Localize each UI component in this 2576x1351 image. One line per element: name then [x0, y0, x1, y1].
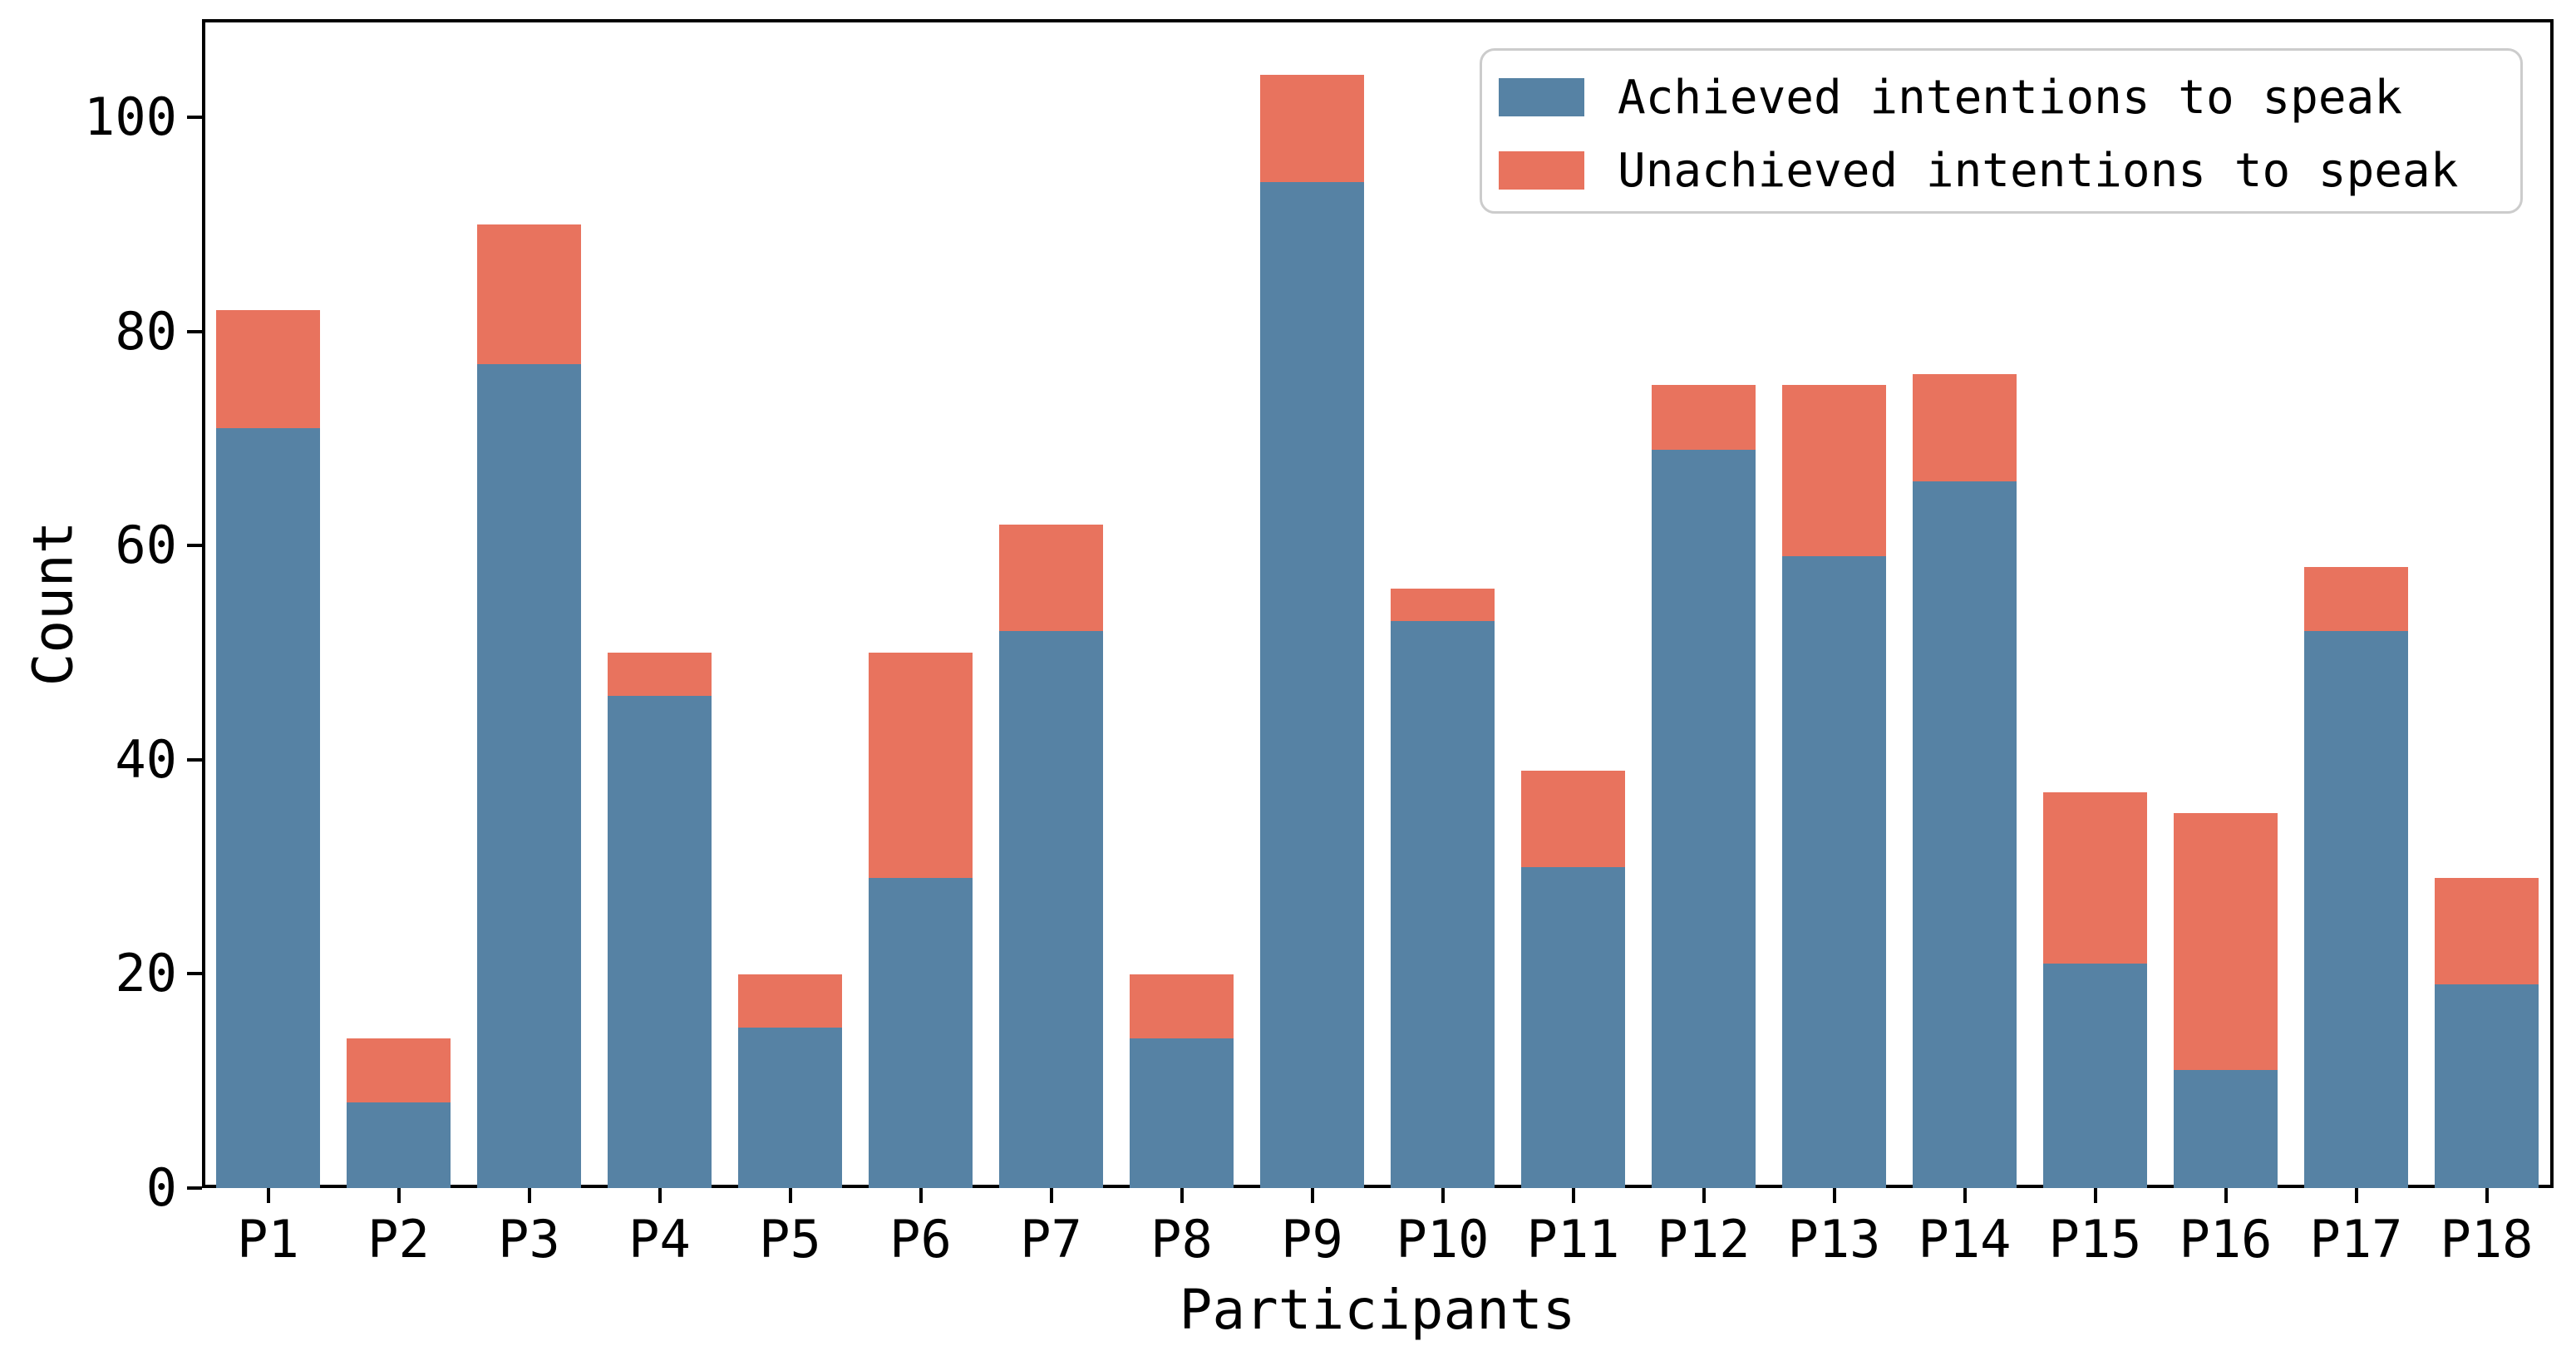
- x-tick-P7: [1049, 1188, 1053, 1203]
- bar-P8-unachieved: [1130, 974, 1234, 1038]
- legend-swatch-unachieved: [1499, 151, 1584, 190]
- bar-P18-achieved: [2435, 984, 2539, 1188]
- x-tick-P5: [788, 1188, 792, 1203]
- bar-P11-achieved: [1521, 866, 1625, 1188]
- y-tick-label-40: 40: [115, 728, 177, 790]
- bar-P8-achieved: [1130, 1038, 1234, 1188]
- bar-P1-unachieved: [216, 310, 320, 428]
- legend-swatch-achieved: [1499, 78, 1584, 116]
- legend-entry-unachieved: Unachieved intentions to speak: [1499, 143, 2458, 198]
- bar-P3-achieved: [477, 363, 581, 1188]
- x-tick-label-P9: P9: [1281, 1209, 1343, 1270]
- bar-P4-achieved: [608, 695, 712, 1188]
- bar-P16-achieved: [2174, 1070, 2278, 1188]
- y-tick-label-100: 100: [84, 86, 177, 148]
- bar-P15-achieved: [2043, 963, 2147, 1188]
- x-tick-P17: [2354, 1188, 2358, 1203]
- plot-area: [202, 19, 2554, 1188]
- bar-P10-unachieved: [1391, 588, 1495, 621]
- bar-P5-achieved: [738, 1027, 842, 1188]
- y-tick-80: [187, 329, 202, 333]
- x-tick-P15: [2093, 1188, 2097, 1203]
- bar-P18-unachieved: [2435, 877, 2539, 985]
- x-tick-label-P13: P13: [1787, 1209, 1881, 1270]
- bar-P5-unachieved: [738, 974, 842, 1028]
- x-tick-label-P7: P7: [1020, 1209, 1082, 1270]
- bar-P6-unachieved: [869, 653, 973, 878]
- x-tick-label-P18: P18: [2440, 1209, 2534, 1270]
- bar-P11-unachieved: [1521, 770, 1625, 867]
- x-axis-label: Participants: [1179, 1278, 1576, 1342]
- bar-P17-achieved: [2304, 631, 2408, 1188]
- bar-P6-achieved: [869, 877, 973, 1188]
- x-tick-label-P15: P15: [2048, 1209, 2142, 1270]
- x-tick-P10: [1441, 1188, 1445, 1203]
- x-tick-P1: [266, 1188, 270, 1203]
- bar-P13-achieved: [1782, 556, 1886, 1188]
- bar-P12-achieved: [1652, 449, 1756, 1188]
- x-tick-P2: [396, 1188, 401, 1203]
- x-tick-P8: [1180, 1188, 1184, 1203]
- bar-P7-unachieved: [999, 524, 1103, 632]
- y-tick-100: [187, 116, 202, 120]
- x-tick-P12: [1702, 1188, 1706, 1203]
- y-tick-60: [187, 544, 202, 548]
- x-tick-label-P6: P6: [889, 1209, 952, 1270]
- bar-P17-unachieved: [2304, 567, 2408, 632]
- bar-P13-unachieved: [1782, 385, 1886, 557]
- x-tick-label-P5: P5: [759, 1209, 821, 1270]
- y-tick-label-80: 80: [115, 300, 177, 362]
- x-tick-P4: [658, 1188, 662, 1203]
- y-tick-label-20: 20: [115, 943, 177, 1004]
- y-tick-0: [187, 1186, 202, 1190]
- y-tick-label-60: 60: [115, 515, 177, 576]
- x-tick-label-P16: P16: [2179, 1209, 2273, 1270]
- x-tick-label-P1: P1: [237, 1209, 299, 1270]
- bar-P7-achieved: [999, 631, 1103, 1188]
- y-tick-20: [187, 972, 202, 976]
- x-tick-P3: [527, 1188, 531, 1203]
- bar-P4-unachieved: [608, 653, 712, 696]
- y-tick-40: [187, 757, 202, 762]
- x-tick-label-P11: P11: [1526, 1209, 1620, 1270]
- x-tick-label-P4: P4: [628, 1209, 691, 1270]
- bar-P3-unachieved: [477, 224, 581, 364]
- x-tick-label-P17: P17: [2309, 1209, 2403, 1270]
- legend-entry-achieved: Achieved intentions to speak: [1499, 70, 2402, 125]
- bar-P2-achieved: [347, 1102, 451, 1188]
- bar-P14-achieved: [1913, 481, 2017, 1188]
- x-tick-P18: [2485, 1188, 2489, 1203]
- bar-P10-achieved: [1391, 620, 1495, 1188]
- bar-P1-achieved: [216, 427, 320, 1188]
- x-tick-label-P2: P2: [367, 1209, 430, 1270]
- bar-P15-unachieved: [2043, 791, 2147, 964]
- x-tick-label-P3: P3: [498, 1209, 560, 1270]
- x-tick-P6: [919, 1188, 923, 1203]
- y-tick-label-0: 0: [145, 1157, 177, 1218]
- x-tick-P11: [1571, 1188, 1575, 1203]
- x-tick-P16: [2224, 1188, 2228, 1203]
- legend-label-achieved: Achieved intentions to speak: [1618, 70, 2403, 125]
- legend-label-unachieved: Unachieved intentions to speak: [1618, 143, 2459, 198]
- x-tick-label-P10: P10: [1396, 1209, 1490, 1270]
- bar-P2-unachieved: [347, 1038, 451, 1102]
- x-tick-P13: [1832, 1188, 1836, 1203]
- bar-P14-unachieved: [1913, 374, 2017, 482]
- bar-P12-unachieved: [1652, 385, 1756, 450]
- x-tick-label-P14: P14: [1918, 1209, 2012, 1270]
- legend: Achieved intentions to speak Unachieved …: [1480, 48, 2523, 214]
- bar-P16-unachieved: [2174, 813, 2278, 1071]
- x-tick-label-P12: P12: [1657, 1209, 1751, 1270]
- x-tick-P14: [1963, 1188, 1967, 1203]
- x-tick-label-P8: P8: [1150, 1209, 1213, 1270]
- x-tick-P9: [1310, 1188, 1314, 1203]
- bar-P9-unachieved: [1260, 74, 1364, 182]
- bar-P9-achieved: [1260, 181, 1364, 1188]
